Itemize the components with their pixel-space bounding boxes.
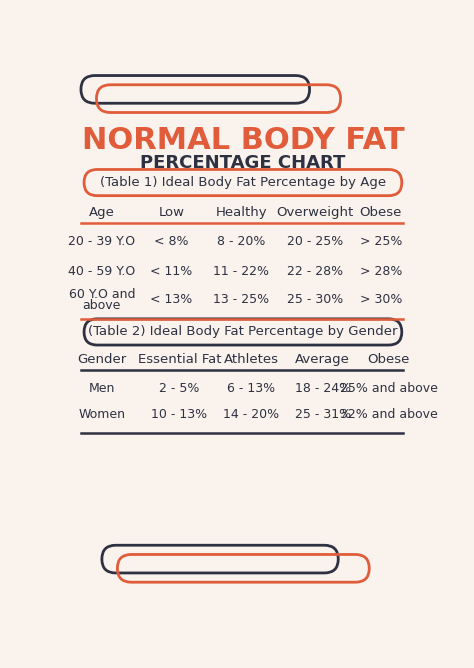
Text: < 11%: < 11% (151, 265, 193, 278)
Text: 32% and above: 32% and above (340, 408, 438, 421)
Text: Athletes: Athletes (224, 353, 279, 366)
Text: Men: Men (89, 381, 115, 395)
Text: Women: Women (78, 408, 126, 421)
Text: Obese: Obese (360, 206, 402, 219)
Text: 10 - 13%: 10 - 13% (151, 408, 208, 421)
Text: 2 - 5%: 2 - 5% (159, 381, 200, 395)
Text: above: above (82, 299, 121, 312)
Text: (Table 2) Ideal Body Fat Percentage by Gender: (Table 2) Ideal Body Fat Percentage by G… (88, 325, 398, 339)
Text: NORMAL BODY FAT: NORMAL BODY FAT (82, 126, 404, 155)
Text: Overweight: Overweight (276, 206, 354, 219)
Text: 18 - 24%: 18 - 24% (295, 381, 351, 395)
Text: 11 - 22%: 11 - 22% (213, 265, 269, 278)
Text: Obese: Obese (367, 353, 410, 366)
Text: Low: Low (159, 206, 185, 219)
Text: 25 - 30%: 25 - 30% (287, 293, 343, 306)
Text: Healthy: Healthy (216, 206, 267, 219)
Text: 6 - 13%: 6 - 13% (228, 381, 275, 395)
Text: 60 Y.O and: 60 Y.O and (69, 289, 135, 301)
Text: Age: Age (89, 206, 115, 219)
Text: Gender: Gender (77, 353, 127, 366)
Text: > 25%: > 25% (360, 235, 402, 248)
Text: < 13%: < 13% (151, 293, 193, 306)
Text: 20 - 39 Y.O: 20 - 39 Y.O (68, 235, 136, 248)
Text: > 28%: > 28% (360, 265, 402, 278)
Text: > 30%: > 30% (360, 293, 402, 306)
Text: (Table 1) Ideal Body Fat Percentage by Age: (Table 1) Ideal Body Fat Percentage by A… (100, 176, 386, 189)
Text: < 8%: < 8% (155, 235, 189, 248)
Text: 8 - 20%: 8 - 20% (217, 235, 265, 248)
Text: 14 - 20%: 14 - 20% (223, 408, 280, 421)
Text: Essential Fat: Essential Fat (137, 353, 221, 366)
Text: 13 - 25%: 13 - 25% (213, 293, 269, 306)
Text: PERCENTAGE CHART: PERCENTAGE CHART (140, 154, 346, 172)
Text: Average: Average (295, 353, 350, 366)
Text: 22 - 28%: 22 - 28% (287, 265, 343, 278)
Text: 40 - 59 Y.O: 40 - 59 Y.O (68, 265, 136, 278)
Text: 25% and above: 25% and above (340, 381, 438, 395)
Text: 20 - 25%: 20 - 25% (287, 235, 343, 248)
Text: 25 - 31%: 25 - 31% (295, 408, 351, 421)
